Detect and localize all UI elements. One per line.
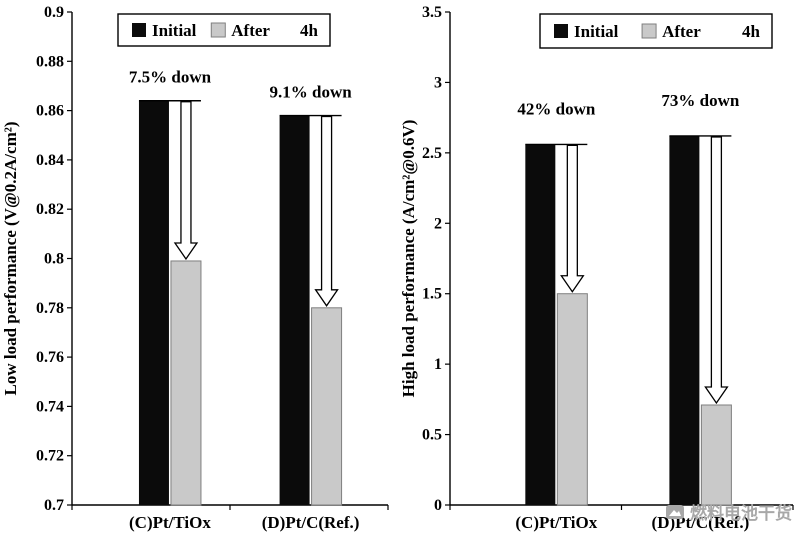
- y-tick-label: 0.86: [36, 103, 64, 120]
- y-tick-label: 0.9: [44, 4, 64, 21]
- bar-initial: [669, 135, 700, 505]
- down-arrow: [314, 115, 339, 307]
- y-tick-label: 3: [434, 74, 442, 91]
- down-arrow: [560, 144, 585, 293]
- y-tick-label: 0.88: [36, 53, 64, 70]
- bar-after: [700, 404, 732, 506]
- bar-after: [556, 293, 588, 506]
- bar-initial: [279, 115, 310, 505]
- bar-after: [311, 307, 343, 506]
- high-load-chart: 0 0.5 1 1.5 2 2.5 3 3.5 High load performance (A…: [400, 4, 794, 532]
- legend-label-after: After: [231, 21, 270, 40]
- legend-label-initial: Initial: [152, 21, 197, 40]
- y-tick-label: 0.84: [36, 152, 64, 169]
- legend-label-after: After: [662, 22, 701, 41]
- y-tick-label: 2: [434, 215, 442, 232]
- bar-initial: [138, 100, 169, 506]
- legend-swatch-after: [641, 23, 657, 39]
- y-tick-label: 2.5: [422, 145, 442, 162]
- down-arrow: [704, 136, 729, 405]
- y-axis-title: Low load performance (V@0.2A/cm²): [1, 122, 20, 396]
- percent-down-label: 73% down: [661, 91, 739, 110]
- category-label: (C)Pt/TiOx: [515, 513, 597, 532]
- y-tick-label: 1: [434, 356, 442, 373]
- legend-label-initial: Initial: [574, 22, 619, 41]
- low-load-chart: 0.7 0.72 0.74 0.76 0.78 0.8 0.82 0.84 0.86 0.88 0.…: [1, 4, 389, 532]
- y-tick-label: 0.74: [36, 398, 64, 415]
- y-tick-label: 0.7: [44, 497, 64, 514]
- legend-swatch-initial: [554, 24, 568, 38]
- percent-down-label: 9.1% down: [269, 83, 352, 102]
- y-tick-label: 0.72: [36, 448, 64, 465]
- legend-swatch-after: [210, 22, 226, 38]
- y-axis-title: High load performance (A/cm²@0.6V): [400, 120, 418, 398]
- category-label: (D)Pt/C(Ref.): [262, 513, 360, 532]
- bar-initial: [525, 144, 556, 506]
- legend-label-duration: 4h: [742, 22, 761, 41]
- category-label: (D)Pt/C(Ref.): [652, 513, 750, 532]
- y-tick-label: 0.76: [36, 349, 64, 366]
- y-tick-label: 0.5: [422, 427, 442, 444]
- y-tick-label: 3.5: [422, 4, 442, 21]
- y-tick-label: 0.8: [44, 251, 64, 268]
- legend-label-duration: 4h: [300, 21, 319, 40]
- category-label: (C)Pt/TiOx: [129, 513, 211, 532]
- down-arrow: [173, 101, 199, 261]
- legend-swatch-initial: [132, 23, 146, 37]
- y-tick-label: 0.82: [36, 201, 64, 218]
- bar-after: [170, 260, 202, 506]
- y-tick-label: 0.78: [36, 300, 64, 317]
- percent-down-label: 7.5% down: [129, 68, 212, 87]
- y-tick-label: 1.5: [422, 286, 442, 303]
- percent-down-label: 42% down: [517, 99, 595, 118]
- y-tick-label: 0: [434, 497, 442, 514]
